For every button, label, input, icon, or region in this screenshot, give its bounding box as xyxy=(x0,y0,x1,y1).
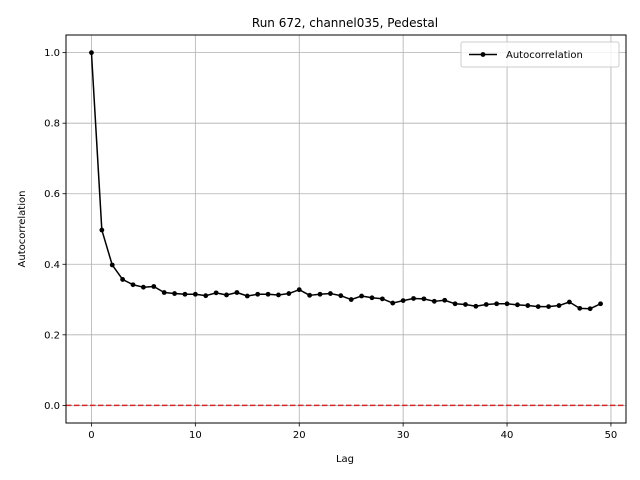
data-point xyxy=(411,296,416,301)
data-point xyxy=(587,306,593,312)
chart-title: Run 672, channel035, Pedestal xyxy=(252,16,438,30)
data-point xyxy=(598,301,603,307)
data-point xyxy=(286,291,292,296)
data-point xyxy=(525,303,531,308)
data-point xyxy=(473,303,479,309)
data-point xyxy=(452,301,458,307)
data-point xyxy=(328,291,333,296)
data-point xyxy=(99,227,105,233)
data-point xyxy=(203,293,209,299)
data-point xyxy=(546,304,551,309)
data-point xyxy=(161,290,167,295)
data-point xyxy=(141,284,146,290)
data-point xyxy=(379,296,385,302)
data-point xyxy=(151,284,157,289)
data-point xyxy=(359,293,364,299)
x-tick-label: 40 xyxy=(501,430,514,441)
x-tick-label: 0 xyxy=(88,430,94,441)
data-point xyxy=(89,50,94,56)
data-point xyxy=(317,291,323,297)
x-tick-label: 30 xyxy=(397,430,410,441)
data-point xyxy=(369,295,375,301)
x-axis-label: Lag xyxy=(336,454,354,465)
ticks: 0 10 20 30 40 50 0.0 0.2 0.4 0.6 0.8 1.0 xyxy=(44,48,617,441)
legend: Autocorrelation xyxy=(460,41,620,68)
data-point xyxy=(234,290,240,295)
data-point xyxy=(566,299,572,305)
data-point xyxy=(577,305,583,311)
y-tick-label: 0.8 xyxy=(44,119,60,130)
data-point xyxy=(172,291,177,296)
data-point xyxy=(307,292,313,298)
legend-label: Autocorrelation xyxy=(506,50,583,61)
y-tick-label: 0.4 xyxy=(44,260,60,271)
legend-marker xyxy=(480,52,486,57)
data-point xyxy=(390,300,396,306)
data-point xyxy=(213,290,219,296)
y-tick-label: 0.2 xyxy=(44,330,60,341)
y-tick-label: 0.0 xyxy=(44,401,60,412)
data-point xyxy=(504,301,510,307)
data-point xyxy=(130,282,136,288)
data-point xyxy=(224,292,229,298)
plot-frame xyxy=(65,34,627,424)
data-point xyxy=(535,304,541,309)
y-tick-label: 0.6 xyxy=(44,189,60,200)
data-point xyxy=(421,296,427,302)
data-point xyxy=(442,297,448,303)
x-tick-label: 50 xyxy=(605,430,618,441)
data-point xyxy=(182,291,188,297)
data-point xyxy=(515,302,520,308)
data-point xyxy=(192,291,198,297)
data-point xyxy=(296,287,302,293)
series xyxy=(89,50,603,312)
data-point xyxy=(431,298,437,304)
data-point xyxy=(109,262,115,268)
data-point xyxy=(338,293,344,299)
y-tick-label: 1.0 xyxy=(44,48,60,59)
x-tick-label: 20 xyxy=(293,430,306,441)
data-point xyxy=(120,277,126,282)
data-point xyxy=(265,291,271,297)
data-point xyxy=(463,302,468,307)
x-tick-label: 10 xyxy=(189,430,202,441)
data-point xyxy=(556,303,562,308)
data-point xyxy=(244,293,250,299)
legend-box xyxy=(460,41,620,68)
data-point xyxy=(255,291,261,297)
data-point xyxy=(348,297,354,302)
data-point xyxy=(276,292,281,298)
data-point xyxy=(494,301,500,307)
y-axis-label: Autocorrelation xyxy=(17,191,28,268)
data-point xyxy=(483,302,489,307)
data-point xyxy=(400,298,406,304)
